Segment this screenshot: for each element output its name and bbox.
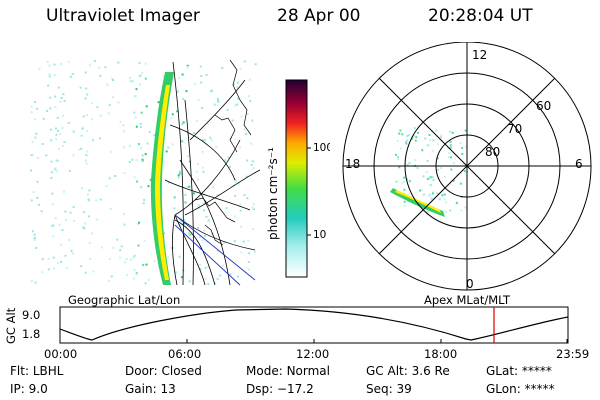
mode-info: Mode: Normal [246, 364, 330, 378]
gain-label: Gain: [125, 382, 157, 396]
altitude-frame [59, 306, 569, 344]
polar-aurora-bright [395, 190, 441, 213]
filter-value: LBHL [32, 364, 64, 378]
altitude-ytick-low: 1.8 [22, 327, 41, 341]
glon-value: ***** [524, 382, 555, 396]
colorbar: 100 10 photon cm⁻²s⁻¹ [266, 79, 330, 278]
polar-speckle-field [395, 127, 467, 214]
lat-label-60: 60 [536, 99, 551, 113]
filter-info: Flt: LBHL [10, 364, 63, 378]
colorbar-scale [285, 79, 308, 278]
colorbar-tick-100: 100 [313, 142, 330, 154]
altitude-ylabel: GC Alt [4, 307, 18, 344]
geo-speckle-field [30, 60, 257, 285]
apex-label: Apex MLat/MLT [424, 293, 511, 307]
glat-label: GLat: [486, 364, 519, 378]
ip-value: 9.0 [28, 382, 48, 396]
lat-label-80: 80 [485, 145, 500, 159]
glon-label: GLon: [486, 382, 521, 396]
geo-grid [164, 61, 261, 286]
mlt-label-6: 6 [575, 157, 583, 171]
gain-info: Gain: 13 [125, 382, 176, 396]
seq-value: 39 [396, 382, 412, 396]
polar-grid [342, 42, 592, 291]
glat-info: GLat: ***** [486, 364, 552, 378]
dsp-label: Dsp: [246, 382, 274, 396]
lat-label-70: 70 [507, 122, 522, 136]
filter-label: Flt: [10, 364, 29, 378]
dsp-value: −17.2 [276, 382, 314, 396]
altitude-ytick-high: 9.0 [22, 308, 41, 322]
ip-info: IP: 9.0 [10, 382, 48, 396]
xtick-1200: 12:00 [296, 347, 330, 361]
geographic-image [30, 59, 261, 286]
xtick-1800: 18:00 [424, 347, 458, 361]
xtick-0000: 00:00 [44, 347, 78, 361]
mlt-label-12: 12 [472, 48, 487, 62]
geographic-label: Geographic Lat/Lon [68, 293, 181, 307]
xtick-2359: 23:59 [556, 347, 590, 361]
terminator-lines [174, 214, 256, 286]
glon-info: GLon: ***** [486, 382, 555, 396]
mlt-label-0: 0 [466, 277, 474, 291]
colorbar-tick-10: 10 [313, 229, 326, 241]
altitude-xticks [59, 339, 568, 343]
glat-value: ***** [521, 364, 552, 378]
colorbar-label: photon cm⁻²s⁻¹ [266, 147, 280, 240]
date-label: 28 Apr 00 [277, 6, 361, 26]
altitude-plot [59, 306, 569, 344]
gc-alt-value: 3.6 Re [411, 364, 450, 378]
aurora-band-bright [155, 85, 170, 280]
door-value: Closed [161, 364, 202, 378]
mode-label: Mode: [246, 364, 283, 378]
altitude-curve [59, 308, 569, 341]
ip-label: IP: [10, 382, 25, 396]
coastlines [194, 59, 252, 246]
instrument-title: Ultraviolet Imager [46, 6, 200, 26]
door-label: Door: [125, 364, 158, 378]
gc-alt-label: GC Alt: [366, 364, 408, 378]
dsp-info: Dsp: −17.2 [246, 382, 314, 396]
xtick-0600: 06:00 [168, 347, 202, 361]
seq-info: Seq: 39 [366, 382, 412, 396]
seq-label: Seq: [366, 382, 393, 396]
polar-mlt-plot: 12 18 6 0 60 70 80 [342, 42, 592, 291]
mode-value: Normal [286, 364, 330, 378]
time-label: 20:28:04 UT [428, 6, 533, 26]
mlt-label-18: 18 [345, 157, 360, 171]
gc-alt-info: GC Alt: 3.6 Re [366, 364, 450, 378]
door-info: Door: Closed [125, 364, 202, 378]
gain-value: 13 [160, 382, 176, 396]
aurora-band [150, 72, 174, 285]
